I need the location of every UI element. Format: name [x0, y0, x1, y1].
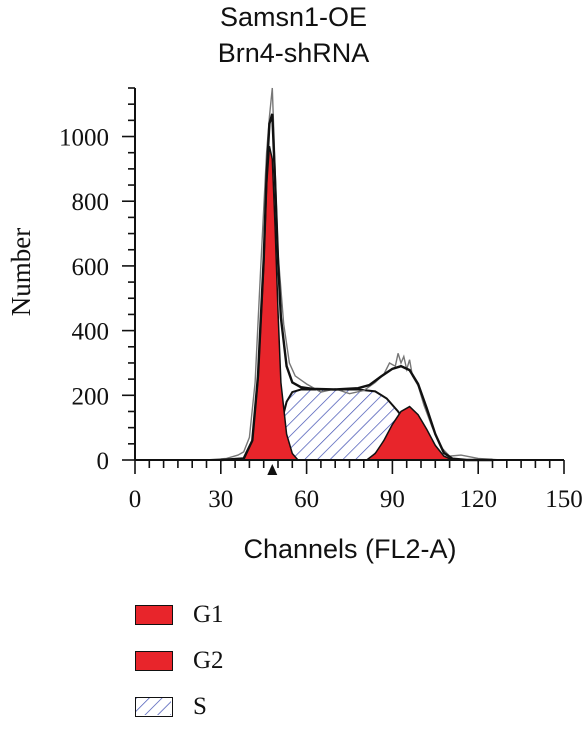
- legend-item-g1: G1: [135, 592, 224, 638]
- x-tick-label: 30: [208, 486, 233, 513]
- y-tick-label: 200: [72, 383, 110, 410]
- legend-swatch-g2: [135, 651, 173, 671]
- g1-peak-marker: [267, 464, 278, 475]
- raw-histogram-line: [206, 87, 502, 461]
- x-tick-label: 90: [380, 486, 405, 513]
- x-axis-label: Channels (FL2-A): [243, 534, 456, 564]
- y-axis-label: Number: [6, 228, 36, 316]
- series-g2-area: [364, 405, 453, 461]
- x-tick-label: 60: [294, 486, 319, 513]
- y-tick-label: 600: [72, 254, 110, 281]
- y-tick-label: 800: [72, 189, 110, 216]
- x-tick-label: 0: [129, 486, 142, 513]
- y-tick-label: 0: [97, 448, 110, 475]
- chart-title-line-2: Brn4-shRNA: [217, 38, 370, 68]
- legend-label-g1: G1: [193, 601, 224, 628]
- chart-title-line-1: Samsn1-OE: [219, 2, 368, 32]
- legend-swatch-g1: [135, 605, 173, 625]
- legend-label-g2: G2: [193, 647, 224, 674]
- legend: G1 G2 S: [135, 592, 224, 730]
- y-tick-label: 1000: [59, 125, 109, 152]
- model-fit-line: [220, 113, 493, 462]
- x-tick-label: 120: [459, 486, 497, 513]
- y-tick-label: 400: [72, 319, 110, 346]
- legend-item-s: S: [135, 684, 224, 730]
- legend-item-g2: G2: [135, 638, 224, 684]
- legend-swatch-s: [135, 697, 173, 717]
- legend-label-s: S: [193, 693, 207, 720]
- x-tick-label: 150: [545, 486, 583, 513]
